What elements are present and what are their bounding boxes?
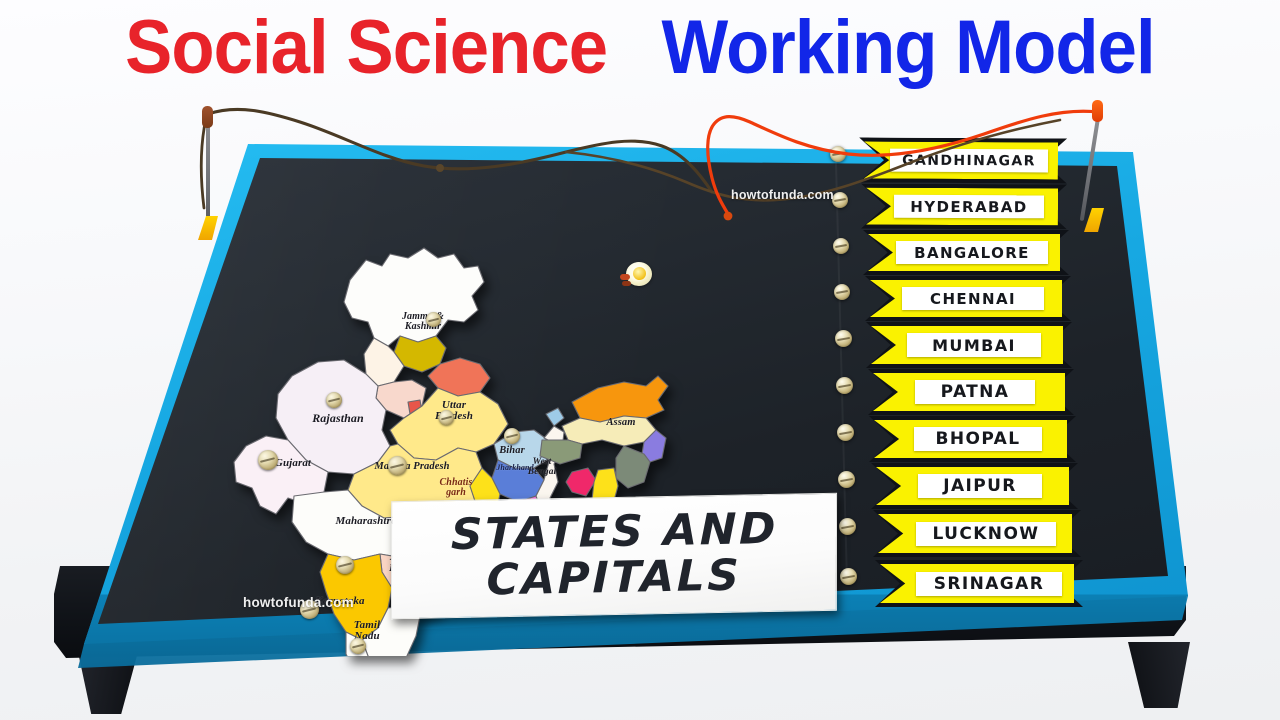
capital-row[interactable]: SRINAGAR — [875, 560, 1083, 607]
capital-row[interactable]: GANDHINAGAR — [864, 141, 1058, 179]
capital-label: SRINAGAR — [916, 572, 1062, 596]
capital-row[interactable]: MUMBAI — [866, 322, 1072, 368]
map-screw[interactable] — [439, 410, 454, 425]
capital-label: CHENNAI — [902, 287, 1044, 310]
title-text-red: Social Science — [124, 5, 608, 90]
capital-screw[interactable] — [830, 146, 846, 162]
led-core — [633, 267, 646, 280]
state-jammu-kashmir — [343, 247, 485, 347]
map-screw[interactable] — [326, 392, 342, 408]
capital-label: LUCKNOW — [916, 522, 1056, 546]
map-screw[interactable] — [258, 450, 278, 470]
state-meghalaya — [539, 439, 583, 465]
capital-label: MUMBAI — [907, 333, 1041, 357]
map-screw[interactable] — [300, 600, 319, 619]
capital-row[interactable]: BHOPAL — [869, 416, 1076, 462]
led-lead-a — [620, 274, 630, 280]
test-probe-right[interactable] — [1079, 96, 1112, 236]
capitals-banner-column: GANDHINAGAR HYDERABAD BANGALORE CHE — [830, 96, 1146, 720]
state-tripura — [565, 467, 597, 497]
state-sikkim — [545, 407, 565, 427]
led-lead-b — [622, 281, 631, 286]
capital-row[interactable]: CHENNAI — [865, 276, 1071, 321]
map-screw[interactable] — [426, 312, 441, 327]
capital-row[interactable]: LUCKNOW — [873, 510, 1081, 557]
capital-label: JAIPUR — [918, 474, 1042, 498]
capital-label: PATNA — [915, 380, 1035, 404]
capital-label: BHOPAL — [914, 427, 1042, 451]
capital-screw[interactable] — [840, 568, 857, 585]
capital-screw[interactable] — [832, 192, 848, 208]
sign-line-2: CAPITALS — [486, 550, 742, 606]
title-text-blue: Working Model — [661, 5, 1156, 90]
capital-row[interactable]: PATNA — [868, 369, 1074, 415]
states-and-capitals-sign: STATES AND CAPITALS — [390, 492, 838, 620]
capital-label: HYDERABAD — [893, 194, 1045, 219]
capital-screw[interactable] — [833, 238, 849, 254]
state-arunachal — [571, 375, 669, 423]
map-screw[interactable] — [350, 638, 366, 654]
working-model-board: Jammu & Kashmir Rajasthan Gujarat Uttar … — [0, 96, 1280, 720]
state-manipur — [615, 445, 651, 489]
state-assam — [561, 415, 657, 447]
capital-screw[interactable] — [835, 330, 852, 347]
capital-row[interactable]: JAIPUR — [871, 463, 1078, 509]
capital-screw[interactable] — [838, 471, 855, 488]
capital-label: BANGALORE — [896, 241, 1048, 264]
capital-screw[interactable] — [836, 377, 853, 394]
map-screw[interactable] — [336, 556, 354, 574]
capital-row[interactable]: BANGALORE — [863, 230, 1069, 275]
capital-label: GANDHINAGAR — [889, 148, 1049, 173]
page-title: Social Science Working Model — [0, 0, 1280, 96]
capital-screw[interactable] — [834, 284, 850, 300]
indicator-led — [620, 262, 654, 288]
map-screw[interactable] — [388, 456, 407, 475]
capital-row[interactable]: HYDERABAD — [866, 188, 1058, 226]
test-probe-left[interactable] — [196, 104, 222, 240]
map-screw[interactable] — [504, 428, 520, 444]
capital-screw[interactable] — [839, 518, 856, 535]
capital-screw[interactable] — [837, 424, 854, 441]
